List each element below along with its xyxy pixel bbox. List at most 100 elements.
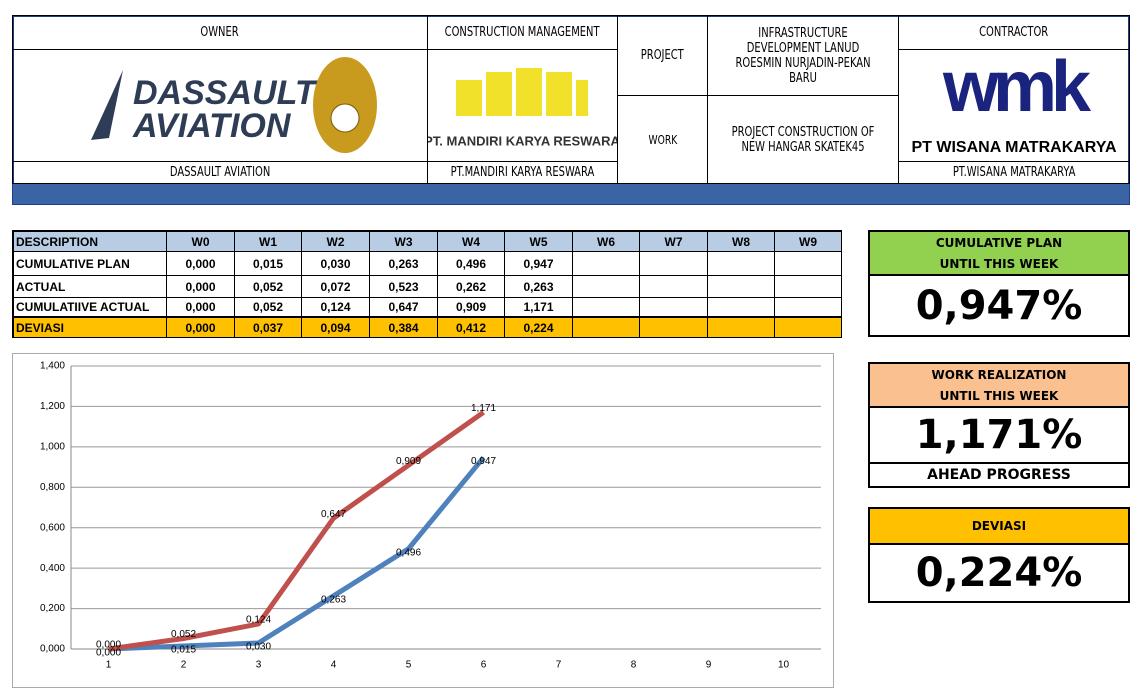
- row-label: DEVIASI: [14, 318, 167, 338]
- column-header: W2: [302, 232, 370, 252]
- y-tick-label: 1,000: [40, 441, 65, 452]
- x-tick-label: 2: [181, 660, 187, 671]
- column-header: W7: [640, 232, 708, 252]
- panel-value: 0,947%: [868, 276, 1130, 337]
- cm-logo-art: PT. MANDIRI KARYA RESWARA: [424, 68, 620, 148]
- x-tick-label: 9: [706, 660, 712, 671]
- table-cell: 0,000: [167, 252, 235, 276]
- work-value: PROJECT CONSTRUCTION OF NEW HANGAR SKATE…: [707, 95, 899, 184]
- logo-text: wmk: [942, 50, 1092, 127]
- table-cell: 1,171: [505, 298, 573, 318]
- logo-name: PT WISANA MATRAKARYA: [911, 139, 1116, 156]
- progress-table: DESCRIPTION W0 W1 W2 W3 W4 W5 W6 W7 W8 W9 CUMULATIV…: [12, 230, 842, 338]
- panel-title: UNTIL THIS WEEK: [939, 256, 1059, 271]
- table-cell: [640, 252, 708, 276]
- table-cell: [775, 252, 842, 276]
- logo-text: DASSAULT: [133, 74, 319, 112]
- owner-title: OWNER: [12, 15, 428, 50]
- x-tick-label: 3: [256, 660, 262, 671]
- cm-title: CONSTRUCTION MANAGEMENT: [427, 15, 618, 50]
- table-cell: [573, 298, 640, 318]
- data-label: 0,909: [396, 456, 421, 467]
- y-tick-label: 1,200: [40, 401, 65, 412]
- data-label: 0,030: [246, 642, 271, 653]
- table-cell: 0,124: [302, 298, 370, 318]
- table-cell: [708, 318, 775, 338]
- contractor-title: CONTRACTOR: [898, 15, 1130, 50]
- table-cell: 0,496: [438, 252, 505, 276]
- contractor-logo: wmk PT WISANA MATRAKARYA: [898, 47, 1130, 162]
- y-tick-label: 0,200: [40, 603, 65, 614]
- data-label: 0,000: [96, 648, 121, 659]
- y-tick-label: 0,800: [40, 482, 65, 493]
- x-tick-label: 10: [778, 660, 790, 671]
- x-tick-label: 8: [631, 660, 637, 671]
- data-label: 0,052: [171, 629, 196, 640]
- header-bar: [12, 183, 1130, 205]
- table-cell: 0,052: [235, 276, 302, 298]
- emblem-core: [330, 103, 360, 133]
- column-header: DESCRIPTION: [14, 232, 167, 252]
- data-label: 0,496: [396, 547, 421, 558]
- table-cell: [573, 252, 640, 276]
- column-header: W6: [573, 232, 640, 252]
- panel-note: AHEAD PROGRESS: [868, 464, 1130, 488]
- x-tick-label: 6: [481, 660, 487, 671]
- table-cell: [775, 276, 842, 298]
- column-header: W8: [708, 232, 775, 252]
- panel-title: DEVIASI: [971, 519, 1027, 533]
- chart-frame: 0,000 0,200 0,400 0,600 0,800 1,000 1,200 1,400…: [12, 353, 834, 688]
- data-label: 0,124: [246, 615, 271, 626]
- table-cell: 0,647: [370, 298, 438, 318]
- data-label: 0,947: [471, 456, 496, 467]
- y-tick-label: 0,000: [40, 644, 65, 655]
- row-label: CUMULATIVE PLAN: [14, 252, 167, 276]
- table-cell: 0,224: [505, 318, 573, 338]
- chart: 0,000 0,200 0,400 0,600 0,800 1,000 1,200 1,400…: [40, 361, 821, 671]
- data-label: 0,647: [321, 509, 346, 520]
- table-cell: 0,094: [302, 318, 370, 338]
- table-cell: 0,000: [167, 276, 235, 298]
- x-tick-label: 1: [106, 660, 112, 671]
- owner-logo: DASSAULT AVIATION: [12, 49, 428, 162]
- table-cell: 0,263: [370, 252, 438, 276]
- panel-value: 0,224%: [868, 545, 1130, 603]
- data-label: 1,171: [471, 403, 496, 414]
- x-tick-label: 7: [556, 660, 562, 671]
- row-label: ACTUAL: [14, 276, 167, 298]
- project-value: INFRASTRUCTURE DEVELOPMENT LANUD ROESMIN…: [707, 15, 899, 96]
- table-cell: [775, 298, 842, 318]
- table-cell: 0,263: [505, 276, 573, 298]
- panel-title: UNTIL THIS WEEK: [939, 388, 1059, 403]
- table-cell: [708, 276, 775, 298]
- owner-name: DASSAULT AVIATION: [12, 161, 428, 184]
- logo-text: PT. MANDIRI KARYA RESWARA: [428, 133, 617, 148]
- series-line: [108, 410, 485, 652]
- y-tick-label: 1,400: [40, 361, 65, 372]
- table-cell: [573, 318, 640, 338]
- panel-header: WORK REALIZATION UNTIL THIS WEEK: [868, 362, 1130, 408]
- y-tick-label: 0,600: [40, 522, 65, 533]
- table-cell: 0,072: [302, 276, 370, 298]
- contractor-logo-art: wmk PT WISANA MATRAKARYA: [911, 47, 1116, 156]
- cm-logo: PT. MANDIRI KARYA RESWARA: [424, 49, 620, 162]
- table-cell: [573, 276, 640, 298]
- panel-title: WORK REALIZATION: [931, 367, 1067, 382]
- panel-header: CUMULATIVE PLAN UNTIL THIS WEEK: [868, 230, 1130, 276]
- row-label: CUMULATIIVE ACTUAL: [14, 298, 167, 318]
- table-cell: 0,030: [302, 252, 370, 276]
- panel-value: 1,171%: [868, 408, 1130, 464]
- table-cell: [640, 276, 708, 298]
- table-cell: 0,000: [167, 298, 235, 318]
- work-label: WORK: [617, 95, 708, 184]
- table-cell: 0,909: [438, 298, 505, 318]
- logo-bars: [456, 68, 588, 116]
- panel-header: DEVIASI: [868, 507, 1130, 545]
- column-header: W1: [235, 232, 302, 252]
- table-cell: 0,412: [438, 318, 505, 338]
- table-cell: [708, 298, 775, 318]
- cm-name: PT.MANDIRI KARYA RESWARA: [427, 161, 618, 184]
- x-tick-label: 4: [331, 660, 337, 671]
- table-cell: 0,052: [235, 298, 302, 318]
